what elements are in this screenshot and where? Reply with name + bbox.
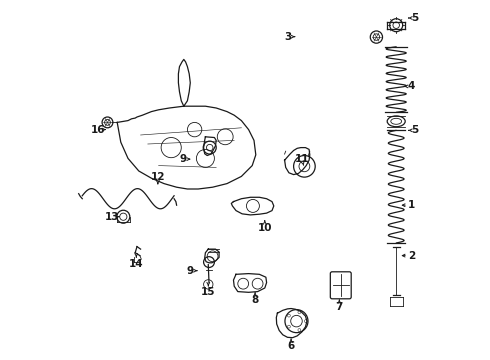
Text: 4: 4 — [408, 81, 416, 91]
Text: 11: 11 — [294, 154, 309, 164]
Text: 9: 9 — [187, 266, 194, 276]
Text: 16: 16 — [91, 125, 106, 135]
Text: 14: 14 — [129, 258, 144, 269]
Text: 9: 9 — [179, 154, 187, 164]
Text: 15: 15 — [201, 287, 216, 297]
Text: 13: 13 — [105, 212, 120, 222]
Text: 12: 12 — [150, 172, 165, 182]
Text: 5: 5 — [411, 13, 418, 23]
Text: 5: 5 — [411, 125, 418, 135]
Text: 8: 8 — [251, 294, 259, 305]
Text: 2: 2 — [408, 251, 416, 261]
Text: 10: 10 — [258, 222, 272, 233]
Text: 6: 6 — [288, 341, 294, 351]
Text: 1: 1 — [408, 200, 416, 210]
Text: 3: 3 — [285, 32, 292, 42]
Text: 7: 7 — [336, 302, 343, 312]
